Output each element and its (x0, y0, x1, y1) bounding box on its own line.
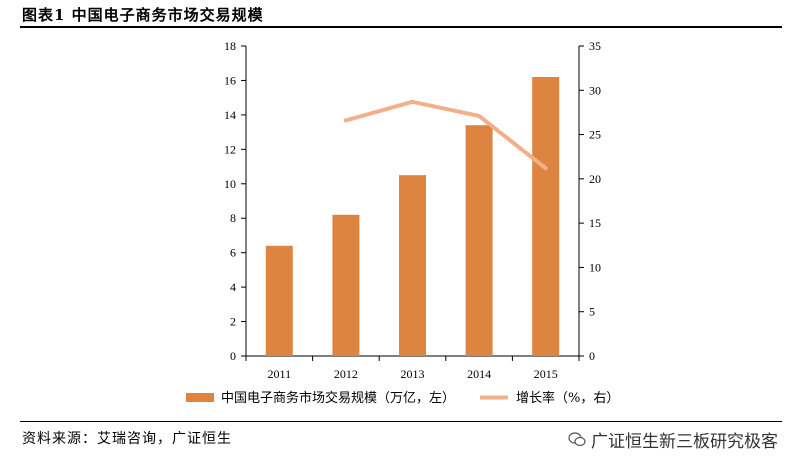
x-tick-label: 2012 (334, 367, 358, 381)
left-tick-label: 2 (230, 315, 236, 329)
bar (265, 245, 293, 356)
right-tick-label: 25 (589, 128, 601, 142)
growth-point (343, 118, 348, 123)
bar (332, 214, 360, 356)
x-tick-label: 2015 (534, 367, 558, 381)
legend-line-label: 增长率（%，右） (516, 390, 619, 406)
right-tick-label: 10 (589, 260, 601, 274)
left-tick-label: 16 (224, 73, 236, 87)
growth-point (410, 99, 415, 104)
x-tick-label: 2014 (467, 367, 491, 381)
right-tick-label: 5 (589, 305, 595, 319)
bar (399, 175, 426, 356)
tick-labels: 0 2 4 6 8 10 12 14 16 18 0 5 10 15 20 25 30 35 2011 2012 201… (224, 39, 601, 381)
growth-line (343, 99, 548, 171)
bottom-rule (20, 421, 782, 422)
growth-line-path (343, 99, 548, 171)
watermark-text: 广证恒生新三板研究极客 (591, 432, 778, 452)
left-tick-label: 8 (230, 211, 236, 225)
bars (265, 77, 560, 356)
bar (532, 77, 560, 356)
left-tick-label: 0 (230, 349, 236, 363)
growth-point (477, 113, 482, 118)
right-tick-label: 15 (589, 216, 601, 230)
watermark: 广证恒生新三板研究极客 (568, 427, 778, 452)
x-tick-label: 2011 (268, 367, 292, 381)
legend: 中国电子商务市场交易规模（万亿，左） 增长率（%，右） (186, 390, 619, 406)
legend-bar-swatch (186, 393, 214, 402)
left-tick-label: 6 (230, 246, 236, 260)
right-tick-label: 20 (589, 172, 601, 186)
right-tick-label: 35 (589, 39, 601, 53)
bar (465, 125, 493, 356)
growth-point (543, 166, 548, 171)
right-tick-label: 30 (589, 83, 601, 97)
left-tick-label: 14 (224, 108, 236, 122)
top-rule (20, 26, 782, 28)
left-tick-label: 12 (224, 142, 236, 156)
left-tick-label: 18 (224, 39, 236, 53)
left-tick-label: 4 (230, 280, 236, 294)
source-note: 资料来源：艾瑞咨询，广证恒生 (22, 431, 232, 447)
wechat-icon (568, 432, 586, 447)
legend-bar-label: 中国电子商务市场交易规模（万亿，左） (221, 390, 455, 406)
left-tick-label: 10 (224, 177, 236, 191)
right-tick-label: 0 (589, 349, 595, 363)
x-tick-label: 2013 (401, 367, 425, 381)
chart-title: 图表1 中国电子商务市场交易规模 (22, 6, 264, 24)
